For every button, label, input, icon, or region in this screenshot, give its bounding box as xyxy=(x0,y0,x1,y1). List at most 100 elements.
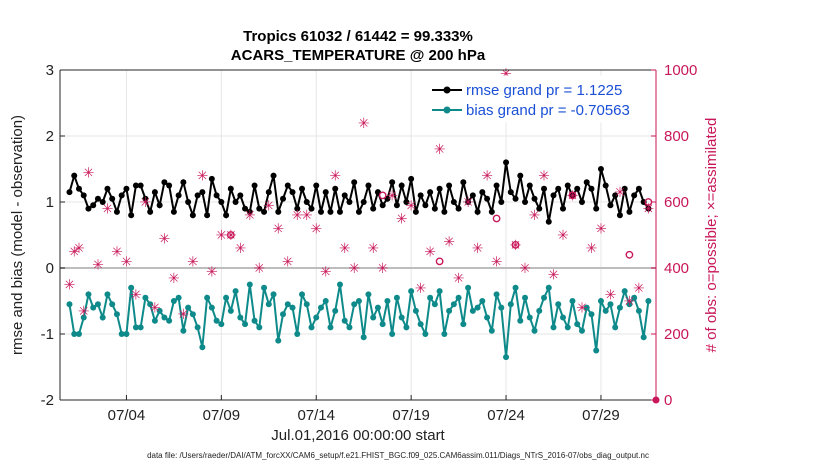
assimilated-point: ✳ xyxy=(64,277,76,293)
rmse-point xyxy=(313,182,320,189)
bias-point xyxy=(256,324,263,331)
rmse-point xyxy=(517,172,524,179)
bias-point xyxy=(227,307,234,314)
rmse-point xyxy=(151,189,158,196)
bias-point xyxy=(355,298,362,304)
bias-point xyxy=(427,294,434,301)
bias-point xyxy=(270,291,277,298)
rmse-point xyxy=(393,202,400,209)
rmse-point xyxy=(185,199,192,205)
x-tick-label: 07/04 xyxy=(108,407,146,424)
rmse-point xyxy=(555,185,562,192)
rmse-point xyxy=(199,189,206,196)
bias-point xyxy=(332,307,339,314)
rmse-point xyxy=(280,195,287,202)
rmse-point xyxy=(289,189,296,196)
legend-label-rmse: rmse grand pr = 1.1225 xyxy=(466,82,622,99)
bias-point xyxy=(66,301,73,308)
x-tick-label: 07/19 xyxy=(392,407,430,424)
legend-marker-bias xyxy=(443,106,451,114)
rmse-point xyxy=(75,185,82,192)
bias-point xyxy=(90,304,97,311)
bias-point xyxy=(303,301,310,308)
rmse-point xyxy=(503,159,510,166)
bias-point xyxy=(142,294,149,301)
y-right-tick-label: 600 xyxy=(664,194,689,211)
bias-point xyxy=(607,301,614,308)
rmse-point xyxy=(469,192,476,199)
rmse-point xyxy=(137,182,144,189)
rmse-point xyxy=(379,202,386,209)
bias-point xyxy=(85,291,92,298)
rmse-point xyxy=(550,192,557,199)
rmse-point xyxy=(270,172,277,179)
bias-point xyxy=(574,321,581,328)
bias-point xyxy=(365,291,372,298)
bias-point xyxy=(242,321,249,328)
assimilated-point: ✳ xyxy=(121,253,133,269)
bias-point xyxy=(536,307,543,314)
y-right-tick-label: 800 xyxy=(664,128,689,145)
rmse-point xyxy=(251,182,258,189)
legend-box xyxy=(427,75,651,123)
y-right-tick-label: 200 xyxy=(664,326,689,343)
rmse-point xyxy=(531,195,538,202)
bias-point xyxy=(275,337,282,344)
rmse-point xyxy=(147,208,154,215)
bias-point xyxy=(631,294,638,301)
bias-point xyxy=(569,298,576,304)
bias-point xyxy=(479,298,486,304)
rmse-point xyxy=(284,182,291,189)
bias-point xyxy=(640,334,647,341)
bias-point xyxy=(526,314,533,321)
y-right-tick-label: 400 xyxy=(664,260,689,277)
bias-point xyxy=(289,304,296,311)
bias-point xyxy=(503,354,510,361)
rmse-point xyxy=(412,208,419,215)
assimilated-point: ✳ xyxy=(529,207,541,223)
bias-point xyxy=(578,327,585,334)
rmse-point xyxy=(204,212,211,219)
bias-point xyxy=(161,314,168,321)
rmse-point xyxy=(417,192,424,199)
bias-point xyxy=(322,298,329,304)
x-tick-label: 07/24 xyxy=(487,407,525,424)
bias-point xyxy=(151,317,158,324)
assimilated-point: ✳ xyxy=(196,168,208,184)
bias-point xyxy=(123,331,130,337)
assimilated-point: ✳ xyxy=(348,260,360,276)
assimilated-point: ✳ xyxy=(472,240,484,256)
y-axis-right-label: # of obs: o=possible; ×=assimilated xyxy=(703,118,720,353)
assimilated-point: ✳ xyxy=(396,211,408,227)
x-tick-label: 07/09 xyxy=(203,407,241,424)
assimilated-point: ✳ xyxy=(272,220,284,236)
rmse-point xyxy=(237,192,244,199)
bias-point xyxy=(616,304,623,311)
rmse-point xyxy=(341,192,348,199)
bias-point xyxy=(474,304,481,311)
assimilated-point: ✳ xyxy=(586,240,598,256)
y-axis-left-label: rmse and bias (model - observation) xyxy=(9,115,26,355)
assimilated-point: ✳ xyxy=(159,230,171,246)
bias-point xyxy=(308,324,315,331)
rmse-point xyxy=(455,205,462,212)
bias-point xyxy=(232,288,239,295)
rmse-point xyxy=(294,205,301,212)
rmse-point xyxy=(559,205,566,212)
y-left-tick-label: 0 xyxy=(46,260,54,277)
rmse-point xyxy=(398,182,405,189)
bias-point xyxy=(550,324,557,331)
data-file-footer: data file: /Users/raeder/DAI/ATM_forcXX/… xyxy=(147,451,649,460)
y-right-tick-label: 1000 xyxy=(664,62,697,79)
y-right-tick-label: 0 xyxy=(664,392,672,409)
rmse-point xyxy=(99,199,106,205)
bias-point xyxy=(166,317,173,324)
bias-point xyxy=(109,301,116,308)
bias-point xyxy=(460,321,467,328)
rmse-point xyxy=(583,179,590,186)
axis-ticks: 07/04 07/09 07/14 07/19 07/24 07/29 -2 -1 0 1 2 3 0 2… xyxy=(41,62,698,424)
rmse-point xyxy=(427,189,434,196)
bias-point xyxy=(484,314,491,321)
bias-point xyxy=(541,294,548,301)
